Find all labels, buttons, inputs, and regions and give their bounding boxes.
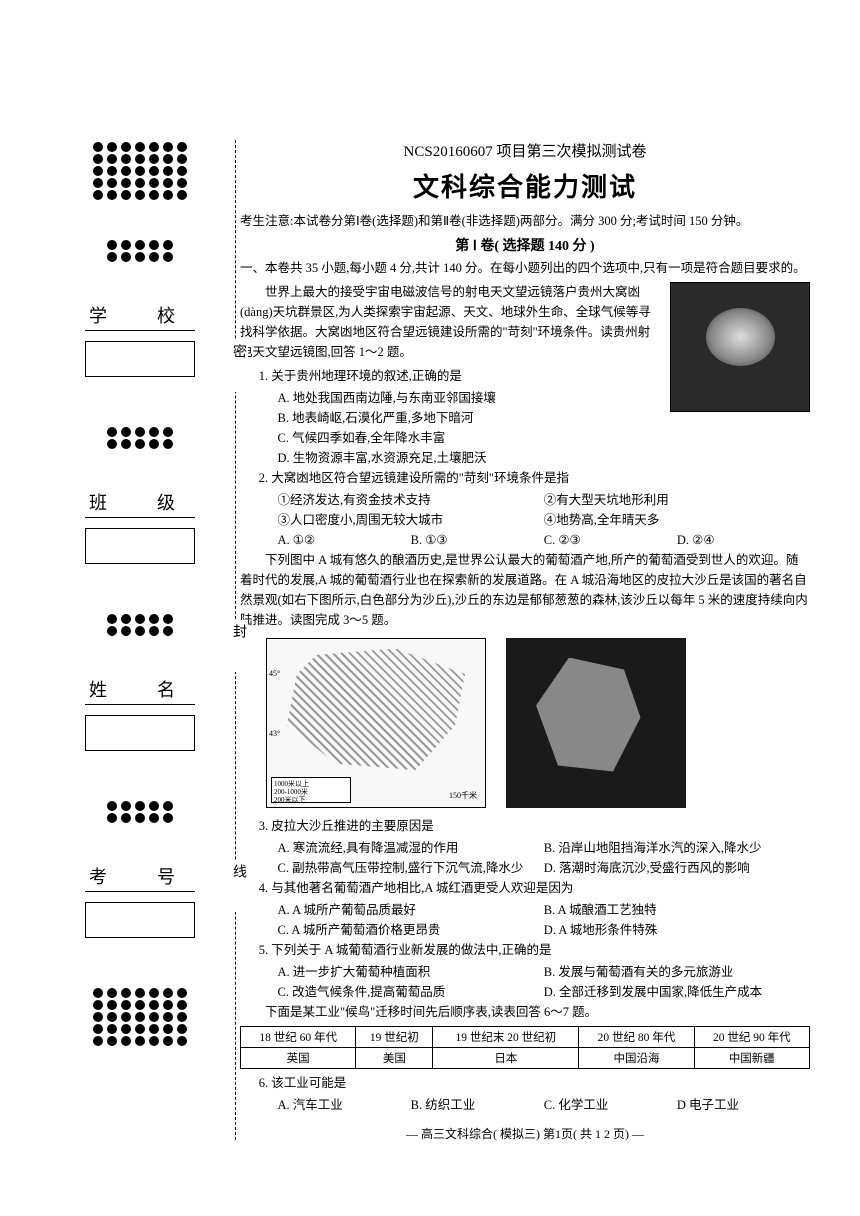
- field-exam-id: 考 号: [60, 863, 220, 938]
- td-1: 英国: [241, 1047, 356, 1068]
- page-footer: — 高三文科综合( 模拟三) 第1页( 共 1 2 页) —: [240, 1125, 810, 1142]
- q4-opt-a: A. A 城所产葡萄品质最好: [278, 900, 544, 920]
- france-map: 45° 43° 1000米以上 200-1000米 200米以下 150千米: [266, 638, 486, 808]
- migration-table: 18 世纪 60 年代 19 世纪初 19 世纪末 20 世纪初 20 世纪 8…: [240, 1026, 810, 1069]
- q3-row1: A. 寒流流经,具有降温减湿的作用 B. 沿岸山地阻挡海洋水汽的深入,降水少: [278, 838, 811, 858]
- q4-row1: A. A 城所产葡萄品质最好 B. A 城酿酒工艺独特: [278, 900, 811, 920]
- bubble-block-3: [60, 427, 220, 449]
- seal-label-feng: 封: [228, 620, 248, 672]
- td-3: 日本: [433, 1047, 579, 1068]
- field-class: 班 级: [60, 489, 220, 564]
- passage-3: 下面是某工业"候鸟"迁移时间先后顺序表,读表回答 6～7 题。: [240, 1002, 810, 1022]
- q5-stem: 5. 下列关于 A 城葡萄酒行业新发展的做法中,正确的是: [259, 940, 810, 960]
- field-class-label: 班 级: [85, 489, 195, 518]
- q3-row2: C. 副热带高气压带控制,盛行下沉气流,降水少 D. 落潮时海底沉沙,受盛行西风…: [278, 858, 811, 878]
- q5-opt-b: B. 发展与葡萄酒有关的多元旅游业: [544, 962, 810, 982]
- q1-opt-d: D. 生物资源丰富,水资源充足,土壤肥沃: [278, 448, 811, 468]
- q2-options: A. ①② B. ①③ C. ②③ D. ②④: [278, 530, 811, 550]
- q6-opt-d: D 电子工业: [677, 1095, 810, 1115]
- td-2: 美国: [356, 1047, 433, 1068]
- q2-opt-b: B. ①③: [411, 530, 544, 550]
- field-exam-id-input[interactable]: [85, 902, 195, 938]
- exam-code: NCS20160607 项目第三次模拟测试卷: [240, 140, 810, 161]
- q2-conditions-row2: ③人口密度小,周围无较大城市 ④地势高,全年晴天多: [278, 510, 811, 530]
- map-scale: 150千米: [449, 790, 477, 801]
- exam-content: NCS20160607 项目第三次模拟测试卷 文科综合能力测试 考生注意:本试卷…: [240, 140, 810, 1142]
- q2-conditions-row1: ①经济发达,有资金技术支持 ②有大型天坑地形利用: [278, 490, 811, 510]
- q4-row2: C. A 城所产葡萄酒价格更昂贵 D. A 城地形条件特殊: [278, 920, 811, 940]
- bubble-block-4: [60, 614, 220, 636]
- part1-instruction: 一、本卷共 35 小题,每小题 4 分,共计 140 分。在每小题列出的四个选项…: [240, 259, 810, 278]
- map-figures: 45° 43° 1000米以上 200-1000米 200米以下 150千米: [266, 638, 810, 808]
- answer-sheet-sidebar: 密 封 线 学 校 班 级 姓 名 考 号: [60, 140, 220, 1066]
- th-2: 19 世纪初: [356, 1026, 433, 1047]
- field-name: 姓 名: [60, 676, 220, 751]
- q2-opt-a: A. ①②: [278, 530, 411, 550]
- q5-opt-c: C. 改造气候条件,提高葡萄品质: [278, 982, 544, 1002]
- th-1: 18 世纪 60 年代: [241, 1026, 356, 1047]
- q4-opt-d: D. A 城地形条件特殊: [544, 920, 810, 940]
- q6-opt-b: B. 纺织工业: [411, 1095, 544, 1115]
- q3-opt-a: A. 寒流流经,具有降温减湿的作用: [278, 838, 544, 858]
- field-name-label: 姓 名: [85, 676, 195, 705]
- field-school-label: 学 校: [85, 302, 195, 331]
- exam-title: 文科综合能力测试: [240, 167, 810, 204]
- q6-stem: 6. 该工业可能是: [259, 1073, 810, 1093]
- field-exam-id-label: 考 号: [85, 863, 195, 892]
- q3-opt-c: C. 副热带高气压带控制,盛行下沉气流,降水少: [278, 858, 544, 878]
- q2-opt-c: C. ②③: [544, 530, 677, 550]
- q5-row2: C. 改造气候条件,提高葡萄品质 D. 全部迁移到发展中国家,降低生产成本: [278, 982, 811, 1002]
- q3-opt-d: D. 落潮时海底沉沙,受盛行西风的影响: [544, 858, 810, 878]
- bubble-block-top: [60, 142, 220, 200]
- q6-options: A. 汽车工业 B. 纺织工业 C. 化学工业 D 电子工业: [278, 1095, 811, 1115]
- q4-opt-b: B. A 城酿酒工艺独特: [544, 900, 810, 920]
- field-school: 学 校: [60, 302, 220, 377]
- q5-opt-d: D. 全部迁移到发展中国家,降低生产成本: [544, 982, 810, 1002]
- q3-opt-b: B. 沿岸山地阻挡海洋水汽的深入,降水少: [544, 838, 810, 858]
- td-5: 中国新疆: [694, 1047, 809, 1068]
- q6-opt-a: A. 汽车工业: [278, 1095, 411, 1115]
- field-name-input[interactable]: [85, 715, 195, 751]
- q2-cond-4: ④地势高,全年晴天多: [544, 510, 810, 530]
- bubble-block-bottom: [60, 988, 220, 1046]
- lat-43: 43°: [269, 729, 280, 738]
- field-class-input[interactable]: [85, 528, 195, 564]
- q5-row1: A. 进一步扩大葡萄种植面积 B. 发展与葡萄酒有关的多元旅游业: [278, 962, 811, 982]
- lat-45: 45°: [269, 669, 280, 678]
- field-school-input[interactable]: [85, 341, 195, 377]
- dune-image: [506, 638, 686, 808]
- th-4: 20 世纪 80 年代: [579, 1026, 694, 1047]
- q4-stem: 4. 与其他著名葡萄酒产地相比,A 城红酒更受人欢迎是因为: [259, 878, 810, 898]
- telescope-image: [670, 282, 810, 412]
- map-legend: 1000米以上 200-1000米 200米以下: [271, 777, 351, 803]
- q3-stem: 3. 皮拉大沙丘推进的主要原因是: [259, 816, 810, 836]
- q2-cond-3: ③人口密度小,周围无较大城市: [278, 510, 544, 530]
- q4-opt-c: C. A 城所产葡萄酒价格更昂贵: [278, 920, 544, 940]
- table-row: 18 世纪 60 年代 19 世纪初 19 世纪末 20 世纪初 20 世纪 8…: [241, 1026, 810, 1047]
- seal-label-xian: 线: [228, 860, 248, 912]
- q2-opt-d: D. ②④: [677, 530, 810, 550]
- q1-opt-c: C. 气候四季如春,全年降水丰富: [278, 428, 811, 448]
- q2-cond-1: ①经济发达,有资金技术支持: [278, 490, 544, 510]
- bubble-block-5: [60, 801, 220, 823]
- section-1-heading: 第 Ⅰ 卷( 选择题 140 分 ): [240, 235, 810, 255]
- th-3: 19 世纪末 20 世纪初: [433, 1026, 579, 1047]
- table-row: 英国 美国 日本 中国沿海 中国新疆: [241, 1047, 810, 1068]
- q2-cond-2: ②有大型天坑地形利用: [544, 490, 810, 510]
- th-5: 20 世纪 90 年代: [694, 1026, 809, 1047]
- bubble-block-2: [60, 240, 220, 262]
- exam-notice: 考生注意:本试卷分第Ⅰ卷(选择题)和第Ⅱ卷(非选择题)两部分。满分 300 分;…: [240, 212, 810, 231]
- q6-opt-c: C. 化学工业: [544, 1095, 677, 1115]
- seal-label-mi: 密: [228, 340, 248, 392]
- q2-stem: 2. 大窝凼地区符合望远镜建设所需的"苛刻"环境条件是指: [259, 468, 810, 488]
- q5-opt-a: A. 进一步扩大葡萄种植面积: [278, 962, 544, 982]
- passage-2: 下列图中 A 城有悠久的酿酒历史,是世界公认最大的葡萄酒产地,所产的葡萄酒受到世…: [240, 550, 810, 630]
- td-4: 中国沿海: [579, 1047, 694, 1068]
